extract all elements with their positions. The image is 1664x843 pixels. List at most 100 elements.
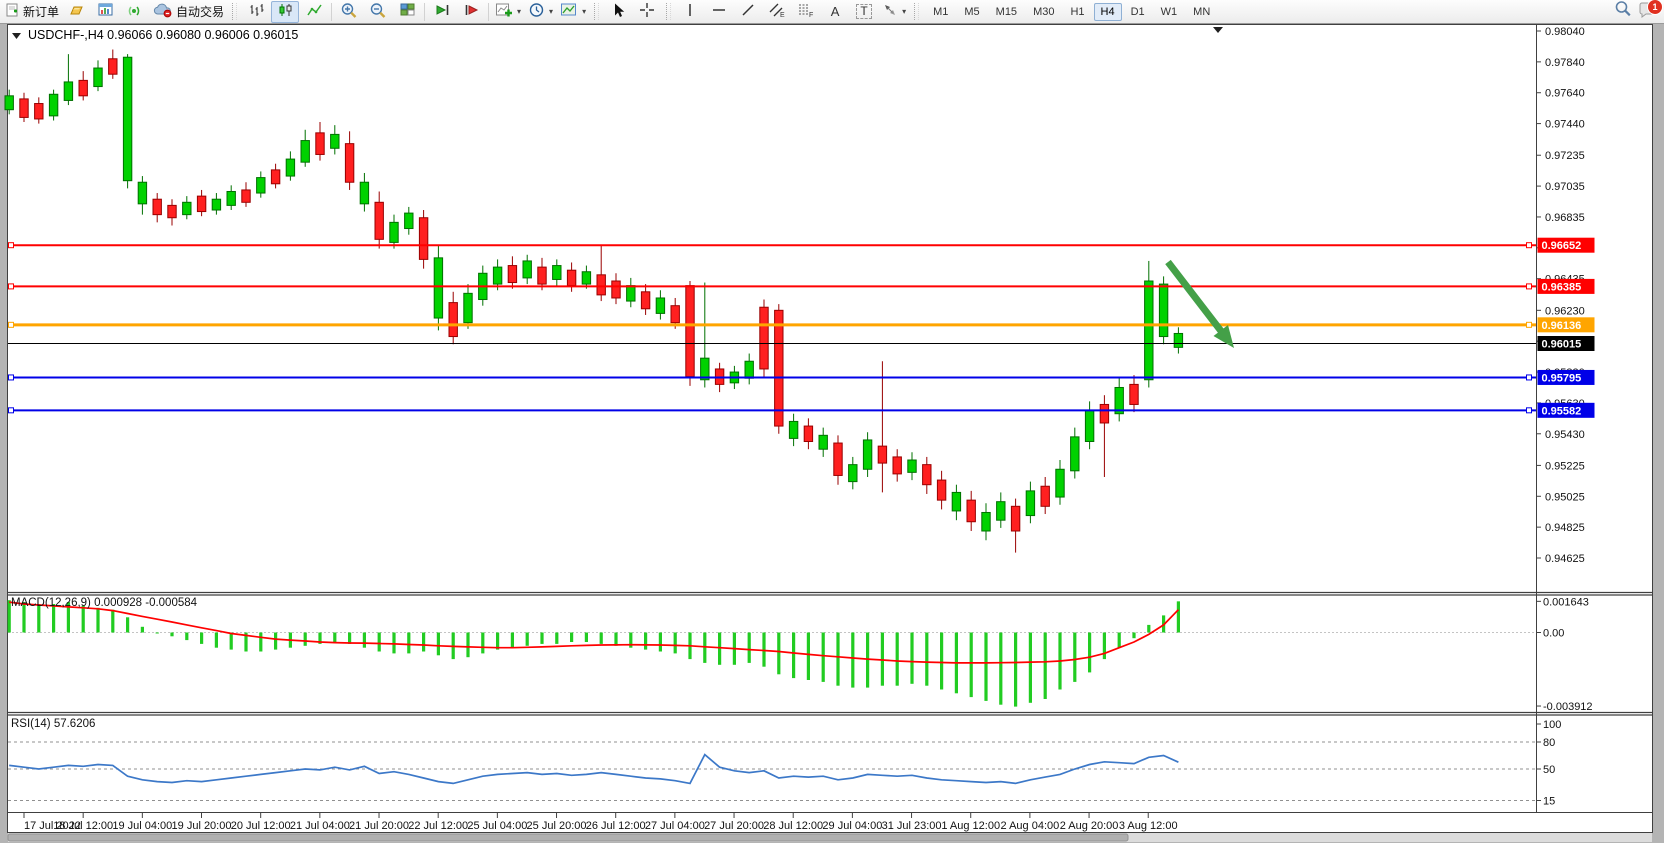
macd-bar [880, 632, 884, 686]
macd-bar [540, 632, 544, 644]
macd-label: MACD(12,26,9) 0.000928 -0.000584 [11, 597, 198, 609]
macd-bar [584, 632, 588, 642]
bar-chart-button[interactable] [242, 1, 270, 23]
candle [744, 360, 754, 379]
price-tag [1537, 317, 1595, 333]
templates-button[interactable]: ▾ [557, 1, 589, 23]
chart-shift-button[interactable] [457, 1, 485, 23]
date-label: 25 Jul 20:00 [527, 820, 587, 832]
macd-bar [333, 632, 337, 642]
gold-button[interactable] [63, 1, 91, 23]
tab-timeframe-h1[interactable]: H1 [1070, 5, 1085, 18]
zoom-out-icon [369, 2, 387, 22]
candle [152, 198, 162, 216]
hline-handle[interactable] [1526, 407, 1532, 414]
auto-scroll-button[interactable] [428, 1, 456, 23]
fibonacci-button[interactable]: F [792, 1, 820, 23]
candle [492, 266, 503, 285]
candle [818, 434, 828, 450]
periods-button[interactable]: ▾ [525, 1, 556, 23]
add-indicator-button[interactable]: ▾ [492, 1, 524, 23]
new-order-button[interactable]: 新订单 [3, 1, 62, 23]
equidistant-channel-button[interactable]: E [763, 1, 791, 23]
trend-arrow-head[interactable] [1213, 325, 1235, 348]
collapse-triangle-icon[interactable] [12, 33, 21, 39]
notification-badge: 1 [1647, 0, 1663, 15]
price-axis-label: 0.97640 [1545, 88, 1585, 100]
tab-timeframe-m30[interactable]: M30 [1033, 5, 1055, 18]
macd-bar [407, 632, 411, 654]
candle [922, 464, 932, 486]
date-label: 27 Jul 20:00 [704, 820, 764, 832]
text-label-button[interactable]: T [850, 1, 878, 23]
signal-button[interactable] [121, 1, 149, 23]
tab-timeframe-m15[interactable]: M15 [995, 5, 1018, 18]
macd-bar [126, 617, 130, 633]
hline-handle[interactable] [8, 374, 14, 381]
auto-trading-button[interactable]: 自动交易 [150, 1, 227, 23]
chart-shift-marker[interactable] [1213, 27, 1223, 33]
price-axis-label: 0.96230 [1545, 305, 1585, 317]
tab-timeframe-m5[interactable]: M5 [964, 5, 980, 18]
date-label: 26 Jul 12:00 [586, 820, 646, 832]
hline-handle[interactable] [8, 242, 14, 249]
chart-border [7, 24, 1653, 833]
hline-handle[interactable] [1526, 242, 1532, 249]
rsi-axis-label: 15 [1543, 796, 1555, 808]
tab-timeframe-w1[interactable]: W1 [1160, 5, 1178, 18]
scrollbar-thumb[interactable] [7, 833, 1129, 842]
line-chart-button[interactable] [300, 1, 328, 23]
tab-timeframe-mn[interactable]: MN [1193, 5, 1211, 18]
hline-handle[interactable] [8, 283, 14, 290]
vertical-line-button[interactable] [676, 1, 704, 23]
macd-bar [614, 632, 618, 646]
candle [418, 217, 429, 260]
bar-chart-icon [248, 2, 265, 21]
trend-arrow-annotation[interactable] [1165, 259, 1224, 334]
search-icon[interactable] [1614, 0, 1632, 23]
fibonacci-icon: F [797, 2, 815, 21]
tile-windows-button[interactable] [393, 1, 421, 23]
tab-timeframe-h4[interactable]: H4 [1093, 2, 1122, 21]
chat-button[interactable]: 1 [1638, 0, 1663, 22]
auto-scroll-icon [434, 2, 451, 21]
macd-bar [866, 632, 870, 688]
hline-handle[interactable] [8, 321, 14, 328]
rsi-line [9, 753, 1179, 785]
macd-bar [762, 632, 766, 667]
zoom-in-button[interactable] [335, 1, 363, 23]
candle [936, 479, 947, 501]
candle [788, 420, 799, 439]
date-label: 2 Aug 20:00 [1060, 820, 1119, 832]
hline-handle[interactable] [8, 407, 14, 414]
crosshair-button[interactable] [633, 1, 661, 23]
candle [285, 158, 296, 177]
arrows-button[interactable]: ▾ [879, 1, 909, 23]
candle [137, 181, 148, 205]
tab-timeframe-m1[interactable]: M1 [933, 5, 949, 18]
macd-bar [777, 632, 781, 675]
timeframe-group: M1 M5 M15 M30 H1 H4 D1 W1 MN [926, 2, 1217, 21]
macd-axis-label: -0.003912 [1543, 701, 1593, 713]
macd-bar [1176, 601, 1180, 633]
candle [48, 93, 59, 117]
auto-trading-label: 自动交易 [176, 5, 225, 19]
hline-handle[interactable] [1526, 321, 1532, 328]
date-label: 25 Jul 04:00 [467, 820, 527, 832]
cursor-button[interactable] [604, 1, 632, 23]
macd-bar [185, 632, 189, 641]
hline-handle[interactable] [1526, 283, 1532, 290]
data-window-button[interactable] [92, 1, 120, 23]
trend-line-button[interactable] [734, 1, 762, 23]
tab-timeframe-d1[interactable]: D1 [1130, 5, 1145, 18]
text-button[interactable]: A [821, 1, 849, 23]
candle [862, 439, 873, 470]
horizontal-line-button[interactable] [705, 1, 733, 23]
candle [1055, 468, 1065, 498]
chart-background [8, 25, 1652, 832]
hline-handle[interactable] [1526, 374, 1532, 381]
candle [892, 456, 902, 475]
zoom-out-button[interactable] [364, 1, 392, 23]
candle [182, 201, 192, 216]
candlestick-chart-button[interactable] [271, 0, 300, 23]
